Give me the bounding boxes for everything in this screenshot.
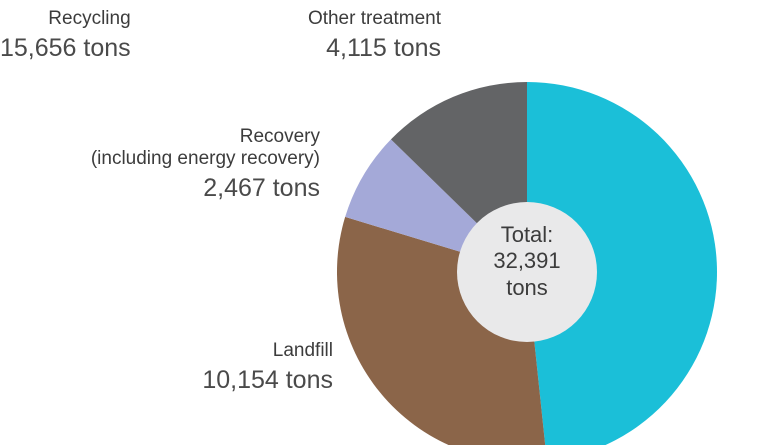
donut-hole [457,202,597,342]
center-line: tons [506,274,548,300]
center-line: 32,391 [493,248,561,274]
category-label: Landfill [272,340,333,361]
value-label: 4,115 tons [326,33,441,62]
category-label: Recovery (including energy recovery) [90,126,320,169]
slice-label: Recovery (including energy recovery) 2,46… [91,126,320,202]
category-label: Recycling [48,8,131,29]
slice [527,82,717,445]
slice-label: Other treatment 4,115 tons [308,8,441,63]
center-line: Total: [500,222,554,247]
value-label: 15,656 tons [0,33,131,62]
value-label: 2,467 tons [203,173,320,202]
value-label: 10,154 tons [202,365,333,394]
category-label: Other treatment [307,8,441,29]
center-label: Total: 32,391 tons [457,222,597,301]
slice-label: Landfill 10,154 tons [202,340,333,395]
slice-label: Recycling 15,656 tons [0,8,131,63]
